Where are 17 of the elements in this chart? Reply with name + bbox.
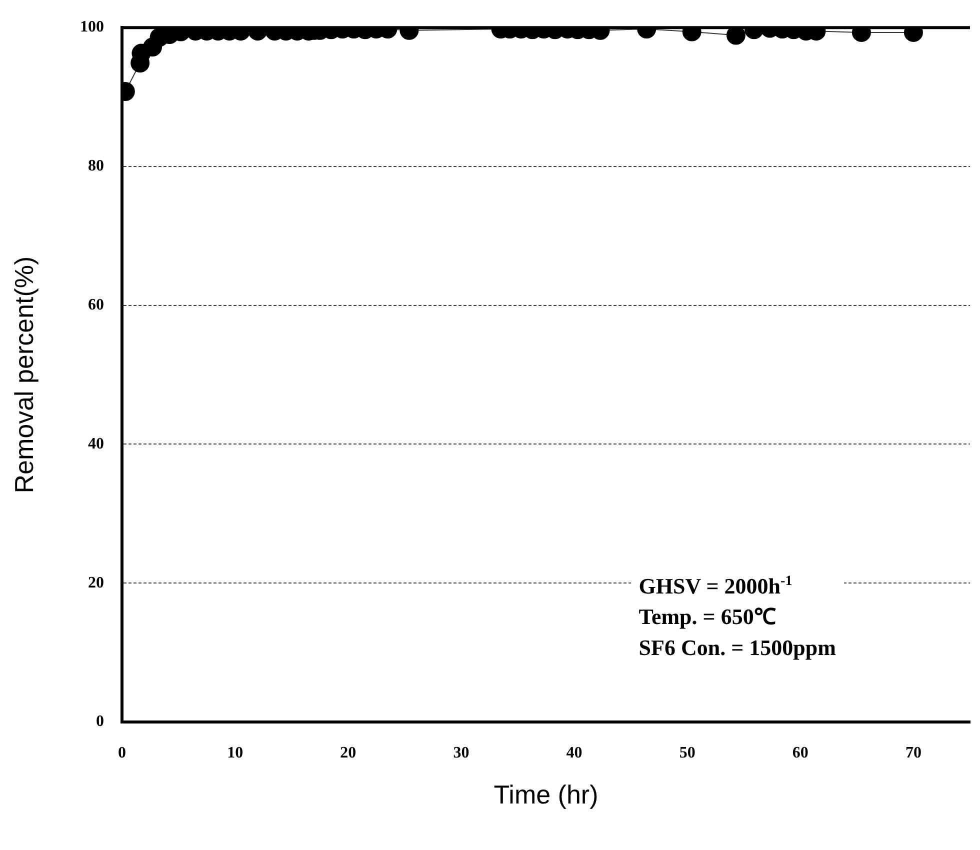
x-tick-label: 70 <box>905 744 922 762</box>
annotation: GHSV = 2000h$^{-1}$ Temp. = 650℃ SF6 Con. = 1500ppm <box>630 566 844 664</box>
x-tick-label: 30 <box>453 744 470 762</box>
y-tick-label: 0 <box>96 713 104 730</box>
x-tick-label: 40 <box>566 744 582 762</box>
y-axis-title: Removal percent(%) <box>8 256 39 494</box>
y-tick-label: 20 <box>88 574 104 592</box>
x-tick-label: 10 <box>227 744 244 762</box>
x-tick-label: 60 <box>792 744 808 762</box>
x-tick-label: 20 <box>340 744 356 762</box>
x-axis-title: Time (hr) <box>494 780 598 810</box>
y-tick-label: 40 <box>88 435 104 452</box>
x-tick-label: 0 <box>118 744 126 762</box>
x-tick-label: 50 <box>679 744 696 762</box>
y-tick-label: 80 <box>88 158 104 175</box>
y-tick-label: 100 <box>80 18 104 36</box>
y-tick-label: 60 <box>88 296 104 314</box>
